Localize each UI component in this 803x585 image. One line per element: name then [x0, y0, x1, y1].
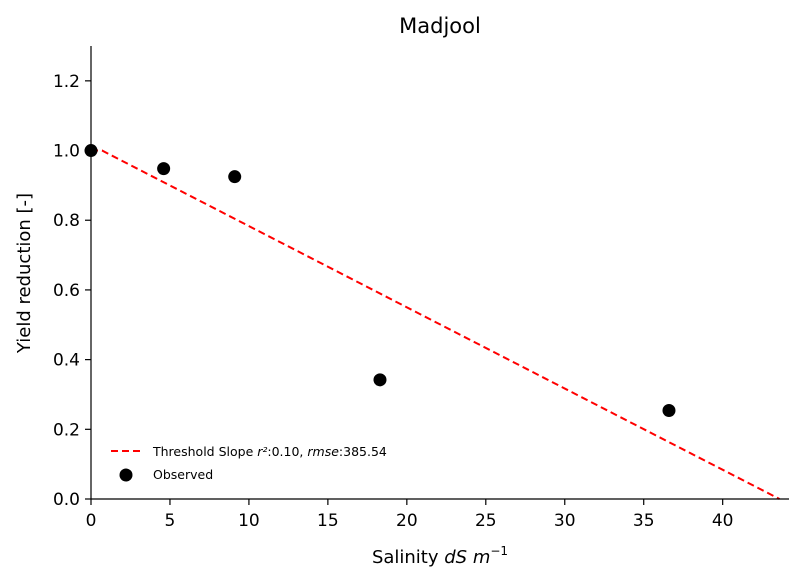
y-tick-label: 0.2 [53, 420, 80, 440]
x-tick-label: 5 [165, 511, 176, 531]
x-tick-label: 25 [475, 511, 497, 531]
observed-point [157, 162, 171, 176]
y-tick-label: 0.6 [53, 281, 80, 301]
x-tick-label: 30 [554, 511, 576, 531]
legend-scatter-label: Observed [153, 467, 213, 482]
x-tick-label: 10 [238, 511, 260, 531]
y-tick-label: 1.0 [53, 142, 80, 162]
x-tick-label: 20 [396, 511, 418, 531]
chart-title: Madjool [399, 14, 481, 38]
legend-line-label: Threshold Slope r²:0.10, rmse:385.54 [152, 444, 387, 459]
x-ticks: 0 5 10 15 20 25 30 35 40 [86, 499, 734, 531]
x-axis-label-exponent: −1 [490, 544, 508, 558]
legend-r2-value: :0.10, [267, 444, 307, 459]
y-tick-label: 0.8 [53, 211, 80, 231]
y-tick-label: 0.4 [53, 351, 80, 371]
x-tick-label: 40 [712, 511, 734, 531]
legend-rmse-symbol: rmse [307, 444, 339, 459]
legend: Threshold Slope r²:0.10, rmse:385.54 Obs… [111, 444, 387, 482]
x-axis-label-text: Salinity [372, 547, 444, 568]
legend-rmse-value: :385.54 [339, 444, 387, 459]
x-tick-label: 0 [86, 511, 97, 531]
y-tick-label: 1.2 [53, 72, 80, 92]
legend-marker-swatch [119, 468, 133, 482]
x-tick-label: 35 [633, 511, 655, 531]
legend-r2-symbol: r² [257, 444, 267, 459]
x-axis-label-unit: dS m [444, 547, 490, 568]
observed-point [373, 373, 387, 387]
x-tick-label: 15 [317, 511, 339, 531]
y-ticks: 0.0 0.2 0.4 0.6 0.8 1.0 1.2 [53, 72, 91, 510]
y-tick-label: 0.0 [53, 490, 80, 510]
y-axis-label: Yield reduction [-] [14, 193, 35, 354]
legend-line-label-text: Threshold Slope [152, 444, 257, 459]
x-axis-label: Salinity dS m−1 [372, 544, 508, 568]
observed-point [662, 403, 676, 417]
observed-point [228, 170, 242, 184]
